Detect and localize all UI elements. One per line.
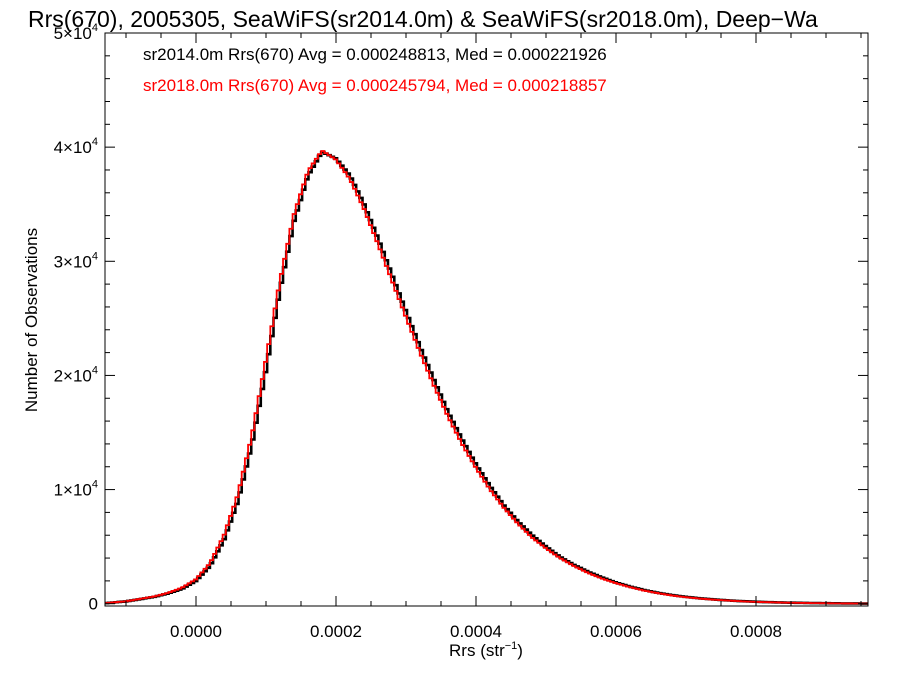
x-axis-label-main: Rrs (str xyxy=(449,641,505,660)
y-axis: 0 1×104 2×104 3×104 4×104 5×104 xyxy=(54,22,868,614)
x-axis-label-superscript: −1 xyxy=(505,640,518,652)
y-tick-label: 0 xyxy=(89,595,98,614)
x-tick-label: 0.0000 xyxy=(170,622,222,641)
x-tick-label: 0.0008 xyxy=(730,622,782,641)
y-axis-label: Number of Observations xyxy=(22,228,41,412)
x-axis-label-suffix: ) xyxy=(517,641,523,660)
x-tick-label: 0.0004 xyxy=(450,622,502,641)
y-tick-label: 3×104 xyxy=(54,250,98,271)
x-axis: 0.0000 0.0002 0.0004 0.0006 0.0008 xyxy=(125,33,862,641)
x-tick-label: 0.0006 xyxy=(590,622,642,641)
chart-title: Rrs(670), 2005305, SeaWiFS(sr2014.0m) & … xyxy=(28,6,818,32)
y-tick-label: 2×104 xyxy=(54,364,98,385)
x-axis-label: Rrs (str−1) xyxy=(449,640,523,660)
y-tick-label: 4×104 xyxy=(54,136,98,157)
y-tick-label: 5×104 xyxy=(54,22,98,43)
series-sr2014.0m xyxy=(105,150,868,605)
series-sr2018.0m xyxy=(105,150,868,605)
x-tick-label: 0.0002 xyxy=(310,622,362,641)
annotation-sr2018: sr2018.0m Rrs(670) Avg = 0.000245794, Me… xyxy=(143,76,607,95)
annotation-sr2014: sr2014.0m Rrs(670) Avg = 0.000248813, Me… xyxy=(143,45,607,64)
series-layer xyxy=(105,150,868,605)
y-tick-label: 1×104 xyxy=(54,479,98,500)
plot-frame xyxy=(104,32,869,607)
